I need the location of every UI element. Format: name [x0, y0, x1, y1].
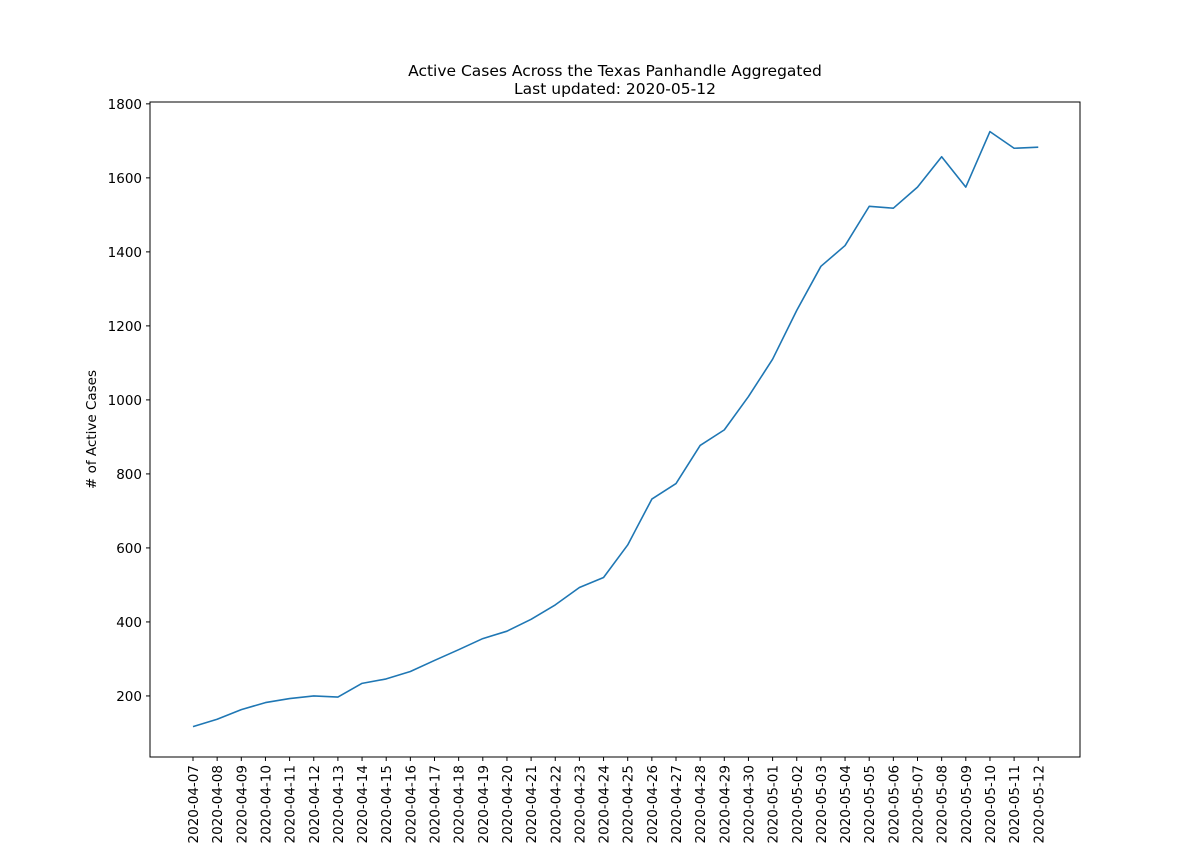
x-tick-label: 2020-05-07 [911, 765, 927, 843]
y-tick-label: 200 [116, 689, 142, 705]
series-group [192, 130, 1039, 728]
x-tick-label: 2020-05-09 [959, 765, 975, 843]
axis-ticks: 200 400 600 800 1000 1200 1400 1600 1800 2020-04-… [108, 97, 1048, 844]
y-tick-label: 1200 [108, 319, 142, 335]
y-tick-label: 600 [116, 541, 142, 557]
x-tick-label: 2020-04-13 [331, 765, 347, 843]
x-tick-label: 2020-05-11 [1007, 765, 1023, 843]
x-tick-label: 2020-04-28 [693, 765, 709, 843]
x-tick-label: 2020-04-24 [597, 765, 613, 843]
y-tick-label: 1000 [108, 393, 142, 409]
x-tick-label: 2020-04-30 [741, 765, 757, 843]
x-tick-label: 2020-05-06 [886, 765, 902, 843]
plot-frame [149, 101, 1081, 758]
chart-subtitle: Last updated: 2020-05-12 [514, 80, 716, 98]
y-axis-label: # of Active Cases [84, 370, 100, 489]
x-tick-label: 2020-04-14 [355, 765, 371, 843]
series-line [192, 130, 1039, 728]
x-tick-label: 2020-04-07 [186, 765, 202, 843]
x-tick-label: 2020-04-19 [476, 765, 492, 843]
y-tick-label: 1600 [108, 171, 142, 187]
y-tick-label: 400 [116, 615, 142, 631]
x-tick-label: 2020-04-29 [717, 765, 733, 843]
x-tick-label: 2020-04-16 [403, 765, 419, 843]
x-tick-label: 2020-04-25 [621, 765, 637, 843]
x-tick-label: 2020-05-08 [935, 765, 951, 843]
x-tick-label: 2020-04-18 [452, 765, 468, 843]
x-tick-label: 2020-04-09 [234, 765, 250, 843]
x-tick-label: 2020-04-15 [379, 765, 395, 843]
x-tick-label: 2020-04-11 [283, 765, 299, 843]
x-tick-label: 2020-04-21 [524, 765, 540, 843]
x-tick-label: 2020-04-27 [669, 765, 685, 843]
x-tick-label: 2020-05-04 [838, 765, 854, 843]
x-tick-label: 2020-05-02 [790, 765, 806, 843]
x-tick-label: 2020-04-20 [500, 765, 516, 843]
x-tick-label: 2020-05-10 [983, 765, 999, 843]
x-tick-label: 2020-04-08 [210, 765, 226, 843]
y-tick-label: 1800 [108, 97, 142, 113]
x-tick-label: 2020-04-22 [548, 765, 564, 843]
x-tick-label: 2020-05-03 [814, 765, 830, 843]
x-tick-label: 2020-04-10 [258, 765, 274, 843]
x-tick-label: 2020-05-12 [1031, 765, 1047, 843]
x-tick-label: 2020-04-17 [428, 765, 444, 843]
y-tick-label: 1400 [108, 245, 142, 261]
x-tick-label: 2020-05-01 [766, 765, 782, 843]
x-tick-label: 2020-05-05 [862, 765, 878, 843]
x-tick-label: 2020-04-12 [307, 765, 323, 843]
chart-title: Active Cases Across the Texas Panhandle … [408, 62, 822, 80]
x-tick-label: 2020-04-26 [645, 765, 661, 843]
x-tick-label: 2020-04-23 [572, 765, 588, 843]
y-tick-label: 800 [116, 467, 142, 483]
